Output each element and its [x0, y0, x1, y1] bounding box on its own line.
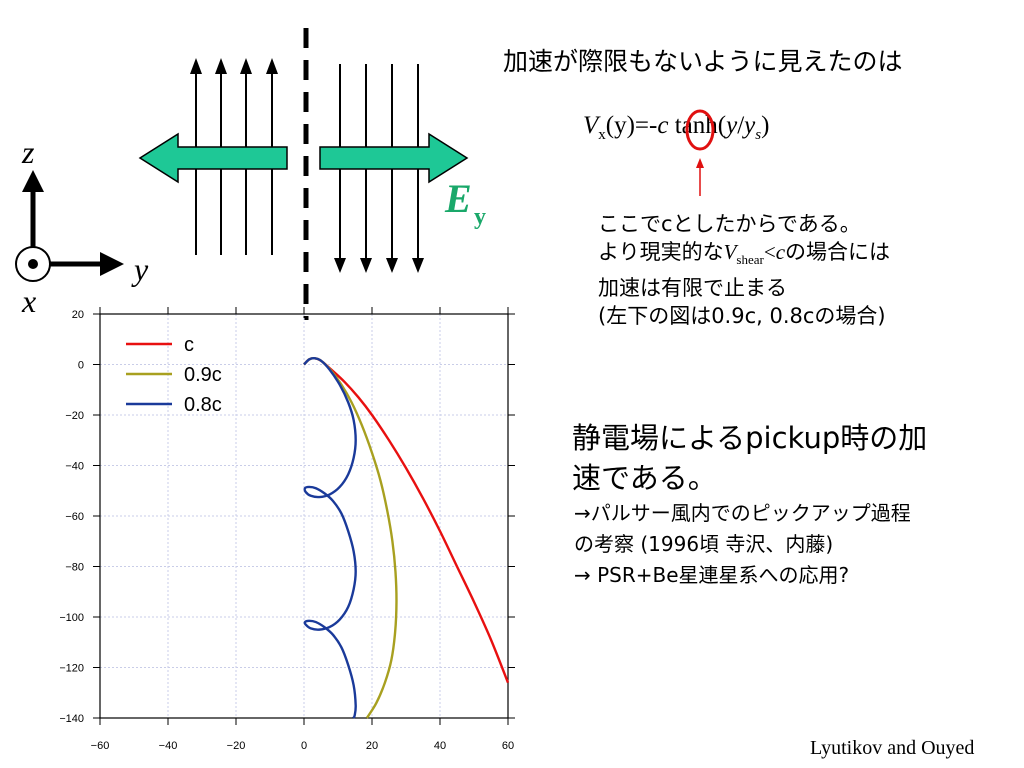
pickup-line-1: 静電場によるpickup時の加: [572, 421, 928, 455]
eq-slash: /: [737, 112, 745, 139]
series-line-2: [303, 356, 357, 719]
x-tick-label: −40: [159, 740, 178, 752]
legend-label: c: [184, 334, 194, 356]
x-tick-label: 60: [502, 740, 514, 752]
y-tick-label: −140: [60, 713, 84, 725]
y-tick-label: −40: [65, 461, 84, 473]
trajectory-chart: −60 −40 −20 0 20 40 60 20 0 −20 −40 −60 −80 −100 −120 −…: [60, 307, 515, 752]
velocity-equation: Vx(y)=-c tanh(y/ys): [583, 112, 769, 144]
note-line-2-lt: <: [763, 240, 776, 264]
reference-2: の考察 (1996頃 寺沢、内藤): [574, 532, 834, 556]
y-axis-arrowhead: [100, 252, 124, 276]
highlight-marker: [685, 109, 715, 196]
highlight-pointer-head: [696, 158, 704, 168]
legend-label: 0.9c: [184, 364, 222, 386]
eq-mid: (y)=-: [605, 112, 658, 139]
x-tick-label: 0: [301, 740, 307, 752]
note-line-2-b: の場合には: [785, 240, 891, 264]
note-line-2-a: より現実的な: [598, 240, 724, 264]
y-tick-label: −80: [65, 562, 84, 574]
upward-arrowheads: [190, 58, 278, 74]
eq-arg-y: y: [726, 112, 738, 139]
eq-arg-ys-sub: s: [755, 127, 762, 143]
note-line-4: (左下の図は0.9c, 0.8cの場合): [598, 304, 886, 329]
y-tick-label: 20: [72, 309, 84, 321]
downward-arrowheads: [334, 258, 424, 273]
eq-close: ): [761, 112, 770, 139]
note-line-3: 加速は有限で止まる: [598, 276, 787, 301]
reference-1: →パルサー風内でのピックアップ過程: [574, 501, 911, 525]
eq-arg-ys: y: [744, 112, 756, 139]
highlight-circle: [685, 109, 715, 151]
eq-c: c: [657, 112, 669, 139]
note-line-2: より現実的なVshear<cの場合には: [598, 238, 890, 274]
pickup-line-2: 速である。: [572, 461, 717, 495]
eq-v-sub: x: [598, 127, 606, 143]
chart-ticks: −60 −40 −20 0 20 40 60 20 0 −20 −40 −60 −80 −100 −120 −…: [60, 307, 515, 752]
heading-text: 加速が際限もないように見えたのは: [503, 47, 903, 76]
x-axis-label: x: [21, 283, 36, 319]
legend-label: 0.8c: [184, 394, 222, 416]
field-diagram: E y z y x: [15, 28, 486, 320]
y-axis-label: y: [131, 251, 149, 287]
y-tick-label: −60: [65, 511, 84, 523]
z-axis-label: z: [21, 134, 35, 170]
reference-list: →パルサー風内でのピックアップ過程 の考察 (1996頃 寺沢、内藤) → PS…: [574, 498, 911, 591]
chart-legend: c 0.9c 0.8c: [126, 334, 222, 416]
pickup-heading: 静電場によるpickup時の加 速である。: [572, 418, 927, 498]
eq-tanh: tanh(: [668, 112, 727, 139]
credit-text: Lyutikov and Ouyed: [810, 737, 975, 759]
y-tick-label: −120: [60, 663, 84, 675]
right-flow-arrow: [319, 132, 469, 184]
note-line-1: ここでcとしたからである。: [598, 212, 861, 236]
field-label: E: [444, 176, 472, 221]
field-label-subscript: y: [474, 204, 486, 230]
note-line-2-sub: shear: [736, 252, 764, 268]
reference-3: → PSR+Be星連星系への応用?: [574, 563, 850, 587]
x-tick-label: 20: [366, 740, 378, 752]
x-tick-label: −60: [91, 740, 110, 752]
y-tick-label: −100: [60, 612, 84, 624]
left-flow-arrow: [138, 132, 288, 184]
series-line-0: [303, 356, 510, 684]
x-tick-label: −20: [227, 740, 246, 752]
x-axis-dot: [28, 259, 38, 269]
x-tick-label: 40: [434, 740, 446, 752]
note-line-2-c: c: [775, 240, 786, 264]
y-tick-label: 0: [78, 360, 84, 372]
z-axis-arrowhead: [22, 170, 44, 192]
note-line-2-v: V: [723, 240, 737, 264]
y-tick-label: −20: [65, 410, 84, 422]
eq-v: V: [583, 112, 599, 139]
chart-series: [303, 356, 510, 719]
explanation-note: ここでcとしたからである。 より現実的なVshear<cの場合には 加速は有限で…: [598, 210, 890, 330]
